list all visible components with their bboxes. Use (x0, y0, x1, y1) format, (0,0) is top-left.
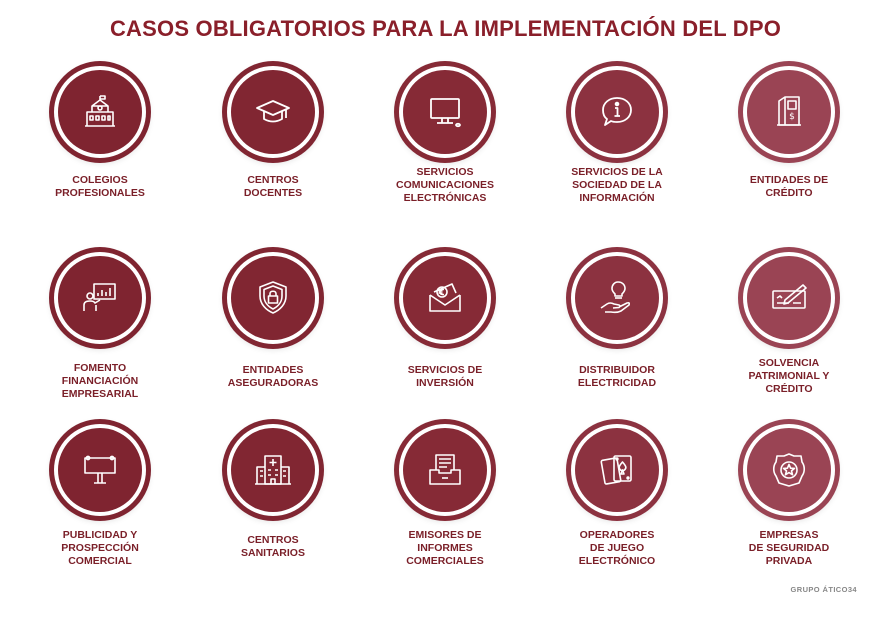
case-label: EMISORES DE INFORMES COMERCIALES (406, 529, 484, 567)
case-circle (575, 70, 659, 154)
svg-text:$: $ (789, 112, 795, 122)
case-label: PUBLICIDAD Y PROSPECCIÓN COMERCIAL (61, 529, 139, 567)
case-circle (58, 428, 142, 512)
shield-lock-icon (259, 281, 287, 314)
case-label: COLEGIOS PROFESIONALES (55, 174, 145, 199)
info-speech-bubble-icon (602, 97, 632, 126)
case-label: DISTRIBUIDOR ELECTRICIDAD (577, 364, 657, 389)
case-circle (403, 256, 487, 340)
case-label: CENTROS SANITARIOS (241, 534, 305, 559)
case-circle (58, 70, 142, 154)
case-label: OPERADORES DE JUEGO ELECTRÓNICO (578, 529, 656, 567)
page-title: CASOS OBLIGATORIOS PARA LA IMPLEMENTACIÓ… (109, 16, 782, 41)
case-circle (231, 428, 315, 512)
lightbulb-hand-icon (600, 281, 631, 314)
computer-monitor-icon (430, 98, 461, 128)
case-circle (575, 428, 659, 512)
case-label: ENTIDADES DE CRÉDITO (749, 174, 829, 199)
hospital-icon (255, 455, 291, 485)
case-label: SERVICIOS DE INVERSIÓN (407, 364, 483, 389)
document-tray-icon (429, 454, 461, 485)
atm-machine-icon: $ (777, 96, 801, 126)
euro-envelope-icon (429, 283, 461, 312)
case-circle (747, 428, 831, 512)
case-label: FOMENTO FINANCIACIÓN EMPRESARIAL (61, 362, 139, 400)
case-circle (231, 256, 315, 340)
school-building-icon (85, 95, 115, 127)
case-label: ENTIDADES ASEGURADORAS (227, 364, 319, 389)
case-label: SERVICIOS DE LA SOCIEDAD DE LA INFORMACI… (571, 166, 663, 204)
case-circle (403, 428, 487, 512)
case-circle (575, 256, 659, 340)
presentation-board-icon (83, 283, 116, 311)
footer-brand: GRUPO ÁTICO34 (790, 585, 857, 594)
security-badge-icon (772, 453, 806, 487)
graduation-cap-icon (256, 100, 290, 123)
case-circle (58, 256, 142, 340)
case-label: CENTROS DOCENTES (243, 174, 303, 199)
case-circle (747, 256, 831, 340)
billboard-icon (84, 455, 116, 484)
case-label: SERVICIOS COMUNICACIONES ELECTRÓNICAS (395, 166, 494, 204)
case-label: SOLVENCIA PATRIMONIAL Y CRÉDITO (748, 357, 830, 395)
cheque-pen-icon (772, 284, 807, 309)
case-label: EMPRESAS DE SEGURIDAD PRIVADA (748, 529, 830, 567)
case-circle (403, 70, 487, 154)
case-circle (231, 70, 315, 154)
playing-cards-icon (600, 455, 632, 485)
case-circle: $ (747, 70, 831, 154)
